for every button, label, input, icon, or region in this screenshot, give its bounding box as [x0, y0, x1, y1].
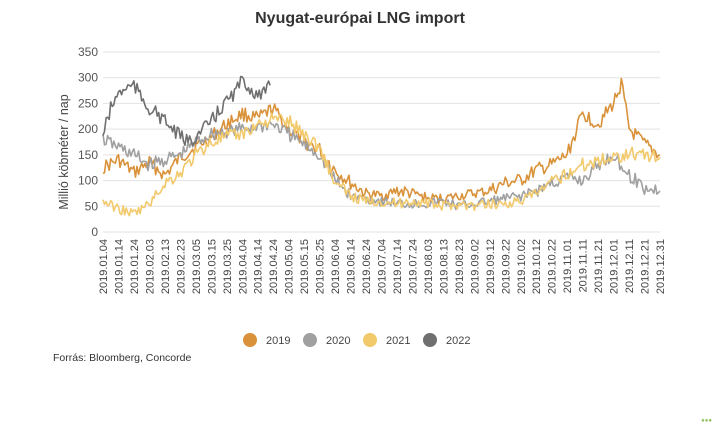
x-tick-label: 2019.11.01 [562, 239, 574, 293]
x-tick-label: 2019.01.24 [129, 239, 141, 294]
x-tick-label: 2019.06.24 [361, 239, 373, 294]
legend-marker-2019 [243, 333, 257, 347]
x-tick-label: 2019.03.05 [191, 239, 203, 294]
legend-label-2022: 2022 [446, 335, 470, 347]
x-tick-label: 2019.04.24 [268, 239, 280, 294]
legend: 2019 2020 2021 2022 [243, 333, 470, 347]
x-tick-label: 2019.03.25 [222, 239, 234, 294]
legend-marker-2021 [363, 333, 377, 347]
x-tick-label: 2019.01.04 [98, 239, 110, 294]
series-line-2019 [102, 77, 661, 205]
x-tick-label: 2019.04.14 [253, 239, 265, 294]
legend-marker-2020 [303, 333, 317, 347]
y-axis-ticks: 0 50 100 150 200 250 300 350 [78, 45, 98, 239]
x-tick-label: 2019.06.14 [346, 239, 358, 294]
x-tick-label: 2019.07.14 [392, 239, 404, 294]
legend-label-2019: 2019 [266, 335, 290, 347]
x-tick-label: 2019.03.15 [206, 239, 218, 294]
y-tick-label: 150 [78, 148, 98, 162]
y-tick-label: 250 [78, 96, 98, 110]
x-tick-label: 2019.02.03 [144, 239, 156, 294]
x-axis-ticks: 2019.01.04 2019.01.14 2019.01.24 2019.02.03… [98, 239, 667, 294]
y-tick-label: 100 [78, 174, 98, 188]
x-tick-label: 2019.02.23 [175, 239, 187, 294]
x-tick-label: 2019.10.12 [531, 239, 543, 294]
y-tick-label: 50 [85, 199, 99, 213]
x-tick-label: 2019.09.12 [485, 239, 497, 294]
x-tick-label: 2019.05.15 [299, 239, 311, 294]
series-line-2021 [102, 112, 661, 217]
x-tick-label: 2019.09.22 [500, 239, 512, 294]
x-tick-label: 2019.09.02 [469, 239, 481, 294]
series-lines [102, 75, 661, 217]
x-tick-label: 2019.11.21 [593, 239, 605, 293]
x-tick-label: 2019.08.13 [438, 239, 450, 294]
gridlines [103, 51, 660, 233]
x-tick-label: 2019.02.13 [160, 239, 172, 294]
legend-marker-2022 [423, 333, 437, 347]
x-tick-label: 2019.06.04 [330, 239, 342, 294]
watermark-logo: ●●● [701, 418, 712, 424]
series-line-2022 [102, 75, 271, 147]
x-tick-label: 2019.08.03 [423, 239, 435, 294]
x-tick-label: 2019.12.01 [609, 239, 621, 294]
x-tick-label: 2019.12.21 [640, 239, 652, 294]
legend-label-2021: 2021 [386, 335, 410, 347]
series-line-2020 [102, 121, 661, 211]
x-tick-label: 2019.12.31 [655, 239, 667, 294]
x-tick-label: 2019.07.24 [407, 239, 419, 294]
x-tick-label: 2019.01.14 [113, 239, 125, 294]
y-tick-label: 0 [91, 225, 98, 239]
x-tick-label: 2019.05.04 [284, 239, 296, 294]
source-note: Forrás: Bloomberg, Concorde [53, 352, 192, 364]
y-tick-label: 300 [78, 71, 98, 85]
legend-label-2020: 2020 [326, 335, 350, 347]
y-tick-label: 200 [78, 122, 98, 136]
x-tick-label: 2019.08.23 [454, 239, 466, 294]
chart-title: Nyugat-európai LNG import [255, 10, 465, 27]
x-tick-label: 2019.05.25 [315, 239, 327, 294]
x-tick-label: 2019.07.04 [377, 239, 389, 294]
x-tick-label: 2019.10.02 [516, 239, 528, 294]
x-tick-label: 2019.10.22 [547, 239, 559, 294]
x-tick-label: 2019.12.11 [624, 239, 636, 293]
x-tick-label: 2019.04.04 [237, 239, 249, 294]
y-tick-label: 350 [78, 45, 98, 59]
x-tick-label: 2019.11.11 [578, 239, 590, 292]
y-axis-label: Millió köbméter / nap [57, 94, 71, 209]
